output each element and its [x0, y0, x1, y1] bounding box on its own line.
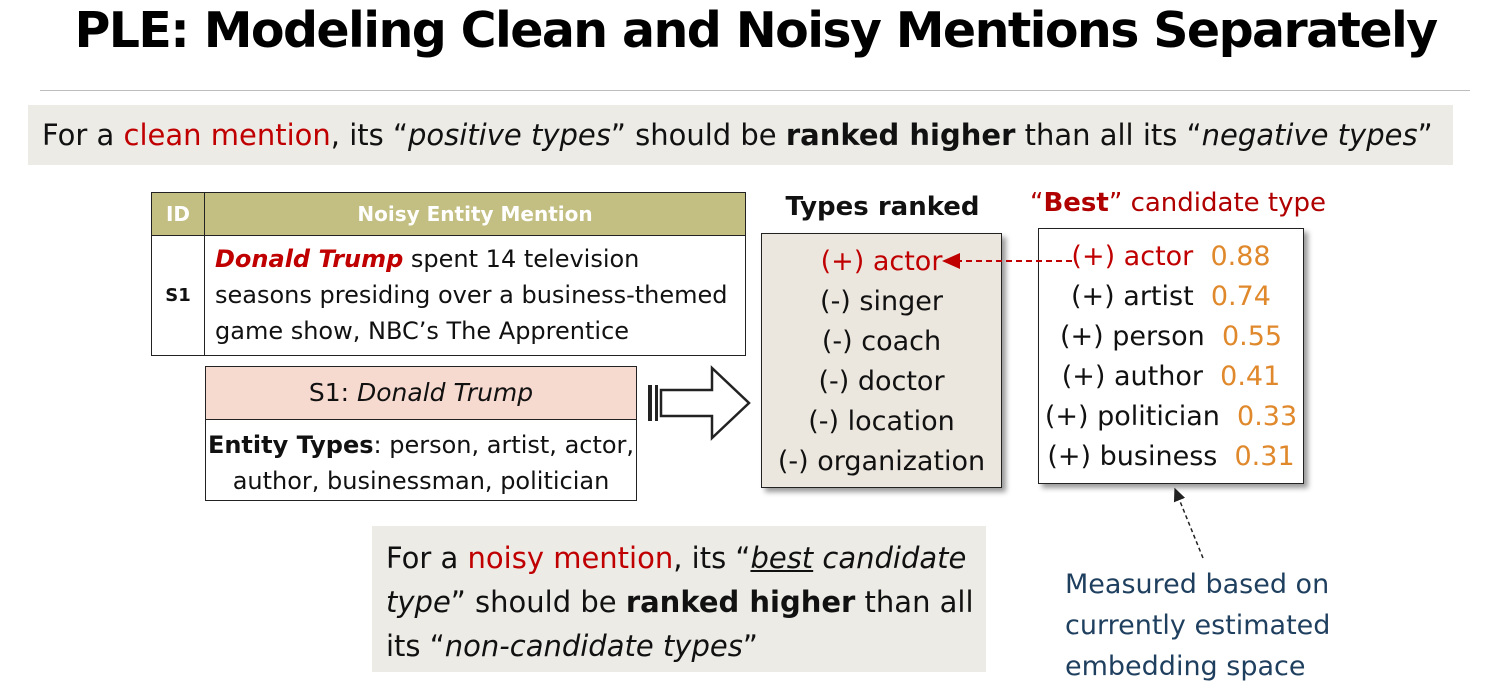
clean-prefix: For a	[42, 118, 124, 152]
candidate-label: (+) person	[1059, 321, 1205, 352]
best-title-rest: ” candidate type	[1108, 188, 1326, 218]
clean-mention-banner: For a clean mention, its “positive types…	[28, 105, 1453, 165]
ranked-type-item: (-) coach	[821, 326, 942, 357]
candidate-score: 0.31	[1234, 441, 1295, 472]
clean-negative-types: negative types	[1201, 118, 1418, 152]
ranked-type-item: (+) actor	[820, 246, 943, 277]
clean-suffix: ”	[1417, 118, 1433, 152]
clean-mid3: than all its “	[1015, 118, 1202, 152]
title-divider	[40, 90, 1470, 91]
noisy-mid1: , its “	[673, 541, 751, 575]
noisy-mention-highlight: noisy mention	[467, 541, 674, 575]
entity-name: Donald Trump	[215, 245, 404, 273]
s1-entity-card: S1: Donald Trump Entity Types: person, a…	[205, 366, 637, 501]
noisy-non-candidate-types: non-candidate types	[444, 629, 743, 663]
page-title: PLE: Modeling Clean and Noisy Mentions S…	[74, 2, 1438, 59]
noisy-ranked-higher: ranked higher	[625, 585, 856, 619]
clean-ranked-higher: ranked higher	[785, 118, 1016, 152]
note-pointer-arrow	[1173, 487, 1204, 559]
column-header-mention: Noisy Entity Mention	[204, 192, 746, 236]
entity-types-label: Entity Types	[207, 431, 374, 459]
clean-mention-highlight: clean mention	[123, 118, 331, 152]
noisy-prefix: For a	[386, 541, 468, 575]
candidate-item: (+) politician 0.33	[1039, 397, 1303, 437]
measured-line: currently estimated	[1065, 610, 1331, 641]
row-id: S1	[151, 235, 205, 356]
table-row: S1 Donald Trump spent 14 television seas…	[151, 235, 746, 356]
noisy-mention-banner: For a noisy mention, its “best candidate…	[372, 526, 986, 672]
s1-card-body: Entity Types: person, artist, actor, aut…	[206, 420, 636, 499]
best-candidate-title: “Best” candidate type	[1030, 188, 1326, 218]
noisy-mid3: than all its “	[386, 585, 974, 663]
candidate-score: 0.74	[1210, 281, 1271, 312]
types-ranked-list: (+) actor (-) singer (-) coach (-) docto…	[761, 233, 1002, 488]
entity-types-value: : person, artist, actor, author, busines…	[232, 431, 635, 495]
noisy-candidate-type: candidate type	[386, 541, 967, 619]
best-title-open: “	[1030, 188, 1044, 218]
candidate-item: (+) person 0.55	[1039, 317, 1303, 357]
measured-line: Measured based on	[1065, 569, 1330, 600]
candidate-score: 0.88	[1210, 241, 1271, 272]
column-header-id: ID	[151, 192, 205, 236]
s1-card-header: S1: Donald Trump	[206, 367, 636, 420]
candidate-label: (+) author	[1061, 361, 1203, 392]
noisy-entity-mention-table: ID Noisy Entity Mention S1 Donald Trump …	[151, 192, 746, 356]
candidate-score: 0.55	[1221, 321, 1283, 352]
clean-mid2: ” should be	[610, 118, 786, 152]
best-title-best: Best	[1043, 188, 1109, 218]
clean-mid1: , its “	[330, 118, 408, 152]
candidate-item: (+) business 0.31	[1039, 437, 1303, 477]
candidate-label: (+) actor	[1071, 241, 1194, 272]
noisy-suffix: ”	[742, 629, 758, 663]
clean-positive-types: positive types	[407, 118, 611, 152]
ranked-type-item: (-) singer	[820, 286, 943, 317]
s1-entity-name: Donald Trump	[357, 378, 534, 407]
table-header-row: ID Noisy Entity Mention	[151, 192, 746, 236]
candidate-label: (+) politician	[1044, 401, 1220, 432]
candidate-score: 0.33	[1237, 401, 1298, 432]
ranked-type-item: (-) doctor	[818, 366, 945, 397]
mention-sentence: spent 14 television seasons presiding ov…	[215, 245, 728, 345]
ranked-type-item: (-) organization	[777, 446, 986, 477]
types-ranked-title: Types ranked	[785, 192, 980, 222]
noisy-mid2: ” should be	[450, 585, 626, 619]
transform-arrow-icon	[648, 365, 751, 441]
row-mention-text: Donald Trump spent 14 television seasons…	[204, 235, 746, 356]
candidate-item: (+) artist 0.74	[1039, 277, 1303, 317]
candidate-score: 0.41	[1220, 361, 1281, 392]
candidate-item: (+) author 0.41	[1039, 357, 1303, 397]
measured-line: embedding space	[1065, 651, 1306, 682]
measured-note: Measured based on currently estimated em…	[1065, 564, 1330, 687]
s1-prefix: S1:	[308, 378, 357, 407]
candidate-label: (+) business	[1047, 441, 1218, 472]
candidate-item: (+) actor 0.88	[1039, 237, 1303, 277]
best-candidate-list: (+) actor 0.88 (+) artist 0.74 (+) perso…	[1038, 228, 1304, 484]
noisy-best: best	[750, 541, 814, 575]
candidate-label: (+) artist	[1071, 281, 1194, 312]
ranked-type-item: (-) location	[808, 406, 955, 437]
